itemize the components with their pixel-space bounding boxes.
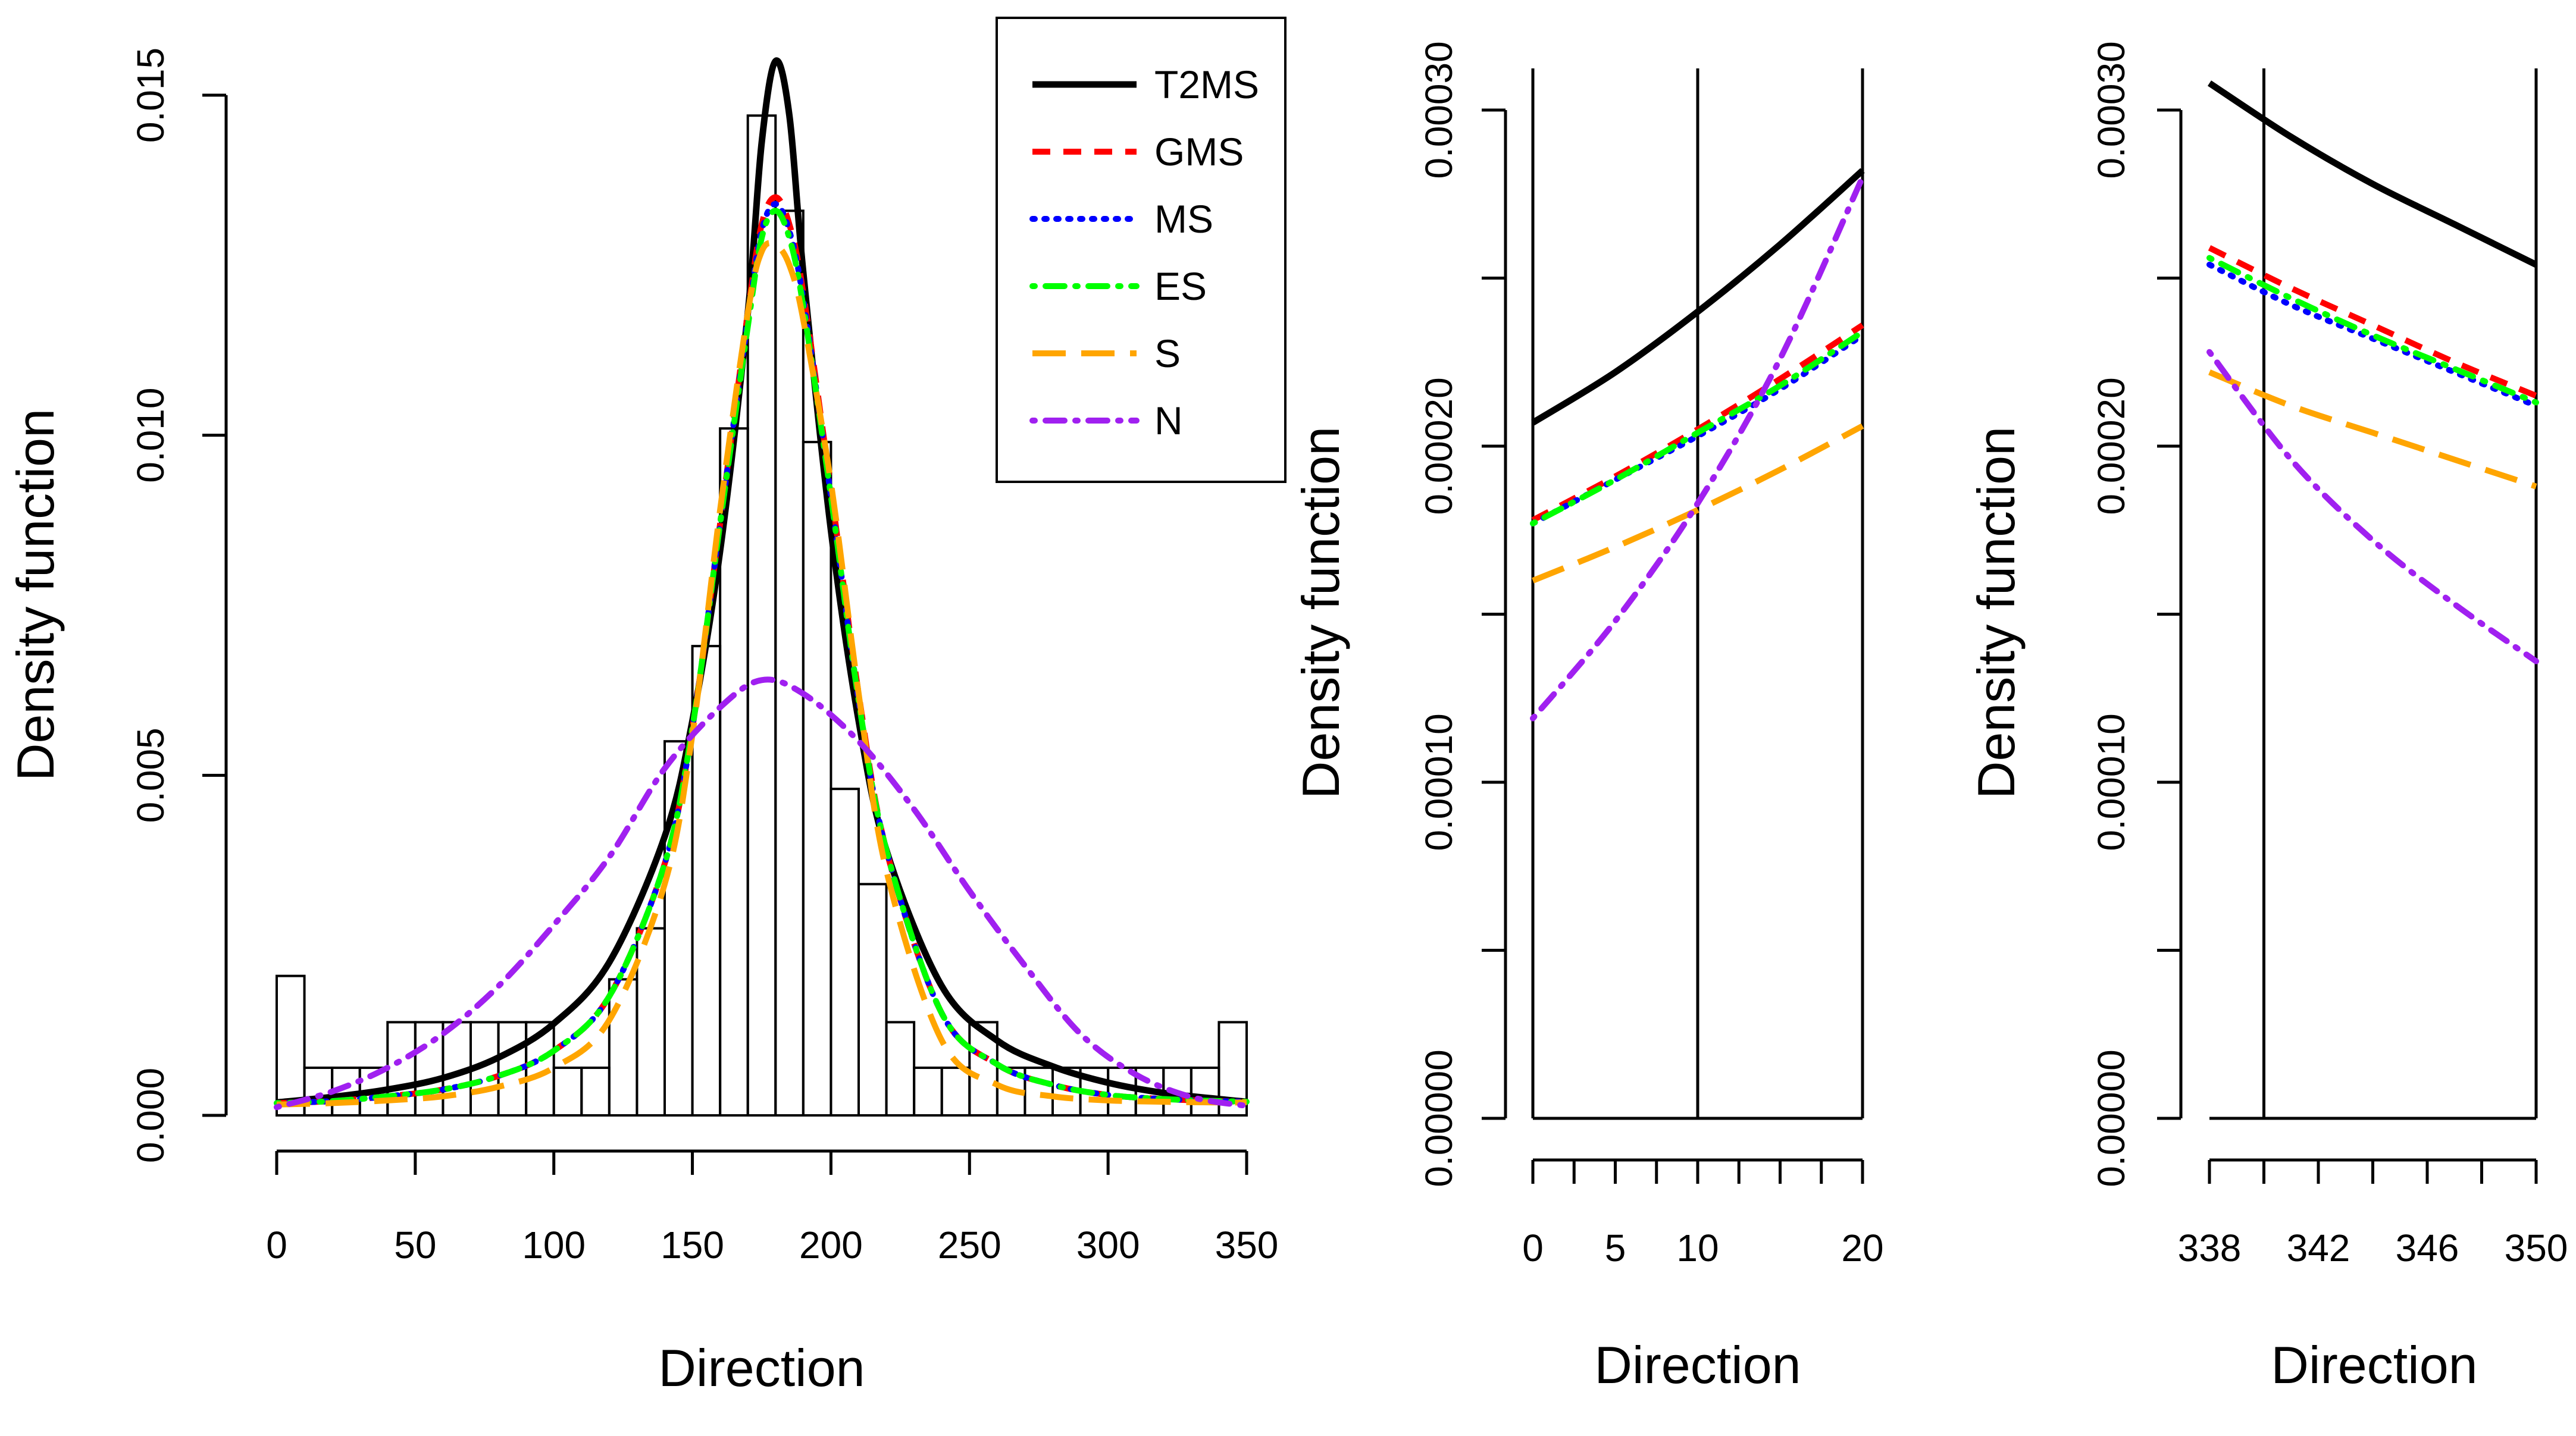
histogram-bar [913,1066,943,1117]
x-tick-label: 0 [266,1224,287,1266]
series-line-n [2206,349,2539,664]
y-tick-label: 0.00000 [1417,1049,1460,1187]
x-tick-label: 10 [1676,1227,1719,1269]
histogram-bar [580,1066,611,1117]
series-line-s [276,240,1247,1108]
legend-label-es: ES [1154,264,1207,308]
histogram-bar [940,1066,971,1117]
histogram-bar [1190,1066,1220,1117]
y-tick-label: 0.00030 [2090,41,2133,178]
series-line-ms [2206,261,2539,409]
y-tick-label: 0.00010 [1417,713,1460,851]
histogram-bar [608,978,638,1117]
y-tick-label: 0.000 [129,1068,172,1163]
y-tick-label: 0.005 [129,728,172,823]
y-tick-label: 0.00020 [1417,377,1460,515]
series-line-t2ms [276,57,1247,1106]
panel-full-histogram: 0 50 100 150 200 250 300 350 0.000 0.005 0.010 0.01… [6,48,1278,1397]
series-line-s [2208,369,2537,490]
series-line-gms [2208,245,2537,399]
x-tick-label: 346 [2396,1227,2459,1269]
x-tick-label: 300 [1076,1224,1140,1266]
y-tick-label: 0.010 [129,388,172,483]
y-axis-title: Density function [6,409,65,781]
y-tick-label: 0.00000 [2090,1049,2133,1187]
series-line-t2ms [2207,80,2538,268]
legend: T2MS GMS MS ES SN [996,17,1287,483]
legend-label-gms: GMS [1154,130,1244,174]
y-tick-label: 0.015 [129,48,172,143]
legend-label-n: N [1154,399,1183,443]
histogram-bar [276,974,306,1117]
x-axis-title: Direction [658,1338,865,1397]
x-tick-label: 100 [522,1224,586,1266]
series-line-es [1530,328,1866,526]
x-tick-label: 5 [1605,1227,1626,1269]
x-tick-label: 200 [799,1224,863,1266]
series-line-es [274,208,1250,1106]
histogram-bar [1023,1066,1054,1117]
panel-zoom-0-20: 0 5 10 20 0.00000 0.00010 0.00020 0.00030 Direct… [1291,41,1884,1394]
y-tick-label: 0.00010 [2090,713,2133,851]
histogram-bar [802,441,832,1117]
series-line-n [1530,174,1866,722]
legend-label-ms: MS [1154,197,1213,241]
x-tick-label: 0 [1522,1227,1544,1269]
histogram-bar [414,1021,445,1117]
histogram-bar [552,1066,583,1117]
x-tick-label: 350 [2505,1227,2568,1269]
series-line-ms [274,200,1250,1106]
series-line-es [2206,255,2539,406]
legend-box [996,17,1287,483]
x-tick-label: 50 [394,1224,436,1266]
histogram-bar [636,927,666,1117]
y-axis-title: Density function [1291,427,1350,799]
legend-label-t2ms: T2MS [1154,62,1259,106]
x-tick-label: 338 [2178,1227,2242,1269]
histogram-bar [1217,1021,1248,1117]
series-line-t2ms [1531,168,1865,426]
panel-zoom-338-350: 338 342 346 350 0.00000 0.00010 0.00020 0.00030… [1967,41,2568,1394]
x-tick-label: 150 [661,1224,724,1266]
x-axis-title: Direction [1594,1335,1801,1394]
histogram-bar [830,788,860,1117]
histogram-bar [857,883,888,1117]
x-tick-label: 250 [938,1224,1001,1266]
y-tick-label: 0.00020 [2090,377,2133,515]
x-tick-label: 350 [1215,1224,1279,1266]
x-tick-label: 342 [2287,1227,2350,1269]
legend-label-s: S [1154,331,1181,375]
histogram-bar [885,1021,916,1117]
x-axis-title: Direction [2271,1335,2477,1394]
y-tick-label: 0.00030 [1417,41,1460,178]
y-axis-title: Density function [1967,427,2026,799]
series-line-s [1532,423,1864,584]
histogram-bar [774,209,805,1117]
series-line-n [274,676,1250,1111]
x-tick-label: 20 [1841,1227,1883,1269]
